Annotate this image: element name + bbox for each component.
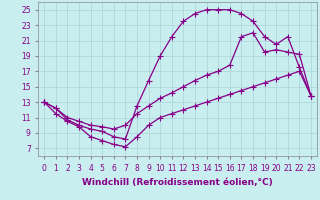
X-axis label: Windchill (Refroidissement éolien,°C): Windchill (Refroidissement éolien,°C) — [82, 178, 273, 187]
